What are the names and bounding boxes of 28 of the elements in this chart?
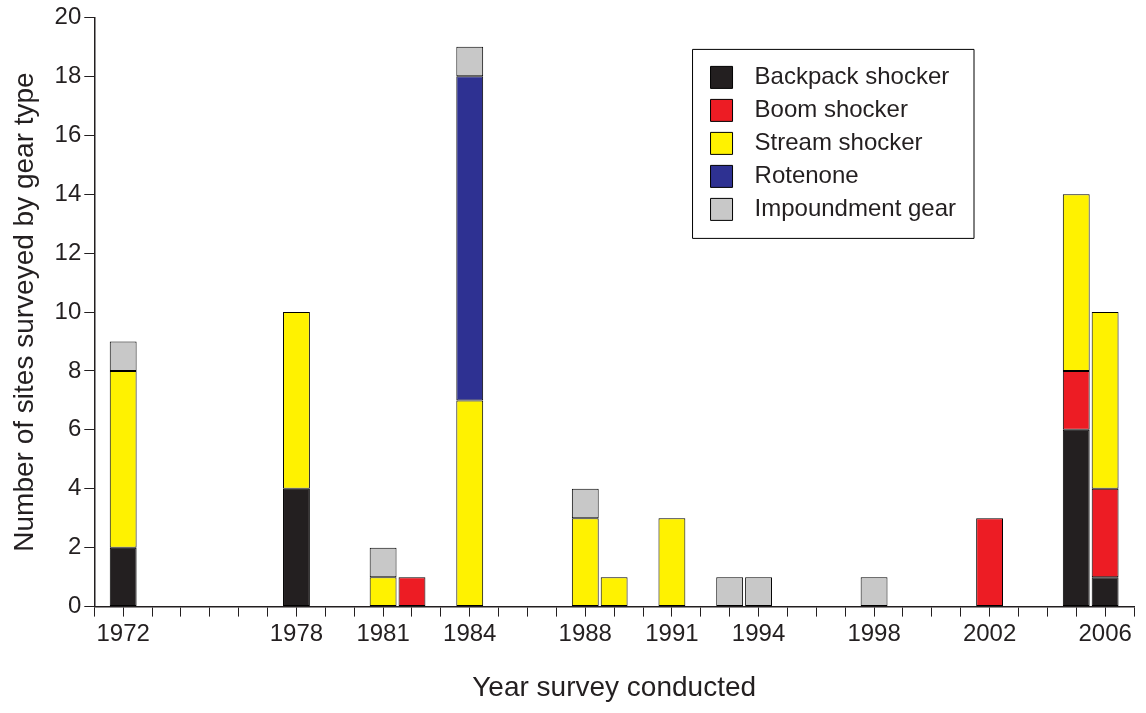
y-tick-label: 8: [67, 355, 82, 383]
y-tick-label: 18: [54, 60, 82, 88]
legend-label: Impoundment gear: [754, 194, 957, 222]
legend-label: Backpack shocker: [754, 62, 950, 90]
x-tick-label: 2006: [1078, 618, 1132, 646]
x-axis-title: Year survey conducted: [472, 670, 757, 702]
legend-label: Rotenone: [754, 161, 859, 189]
x-tick-label: 1978: [269, 618, 324, 646]
y-tick-label: 20: [54, 2, 82, 30]
y-tick-label: 2: [67, 532, 82, 560]
y-tick-label: 6: [67, 414, 82, 442]
x-tick-label: 1981: [356, 618, 410, 646]
y-tick-label: 4: [67, 473, 82, 501]
x-tick-label: 1984: [443, 618, 497, 646]
x-tick-label: 1972: [96, 618, 150, 646]
y-axis-title: Number of sites surveyed by gear type: [7, 72, 39, 552]
y-tick-label: 14: [54, 178, 82, 206]
y-tick-label: 10: [54, 296, 82, 324]
x-tick-label: 1994: [731, 618, 786, 646]
y-tick-label: 12: [54, 237, 82, 265]
legend-label: Stream shocker: [754, 128, 923, 156]
x-tick-label: 1998: [847, 618, 901, 646]
x-tick-label: 1991: [645, 618, 699, 646]
y-tick-label: 0: [67, 591, 82, 619]
x-tick-label: 1988: [558, 618, 612, 646]
x-tick-label: 2002: [962, 618, 1017, 646]
y-tick-label: 16: [54, 119, 82, 147]
legend-label: Boom shocker: [754, 95, 908, 123]
